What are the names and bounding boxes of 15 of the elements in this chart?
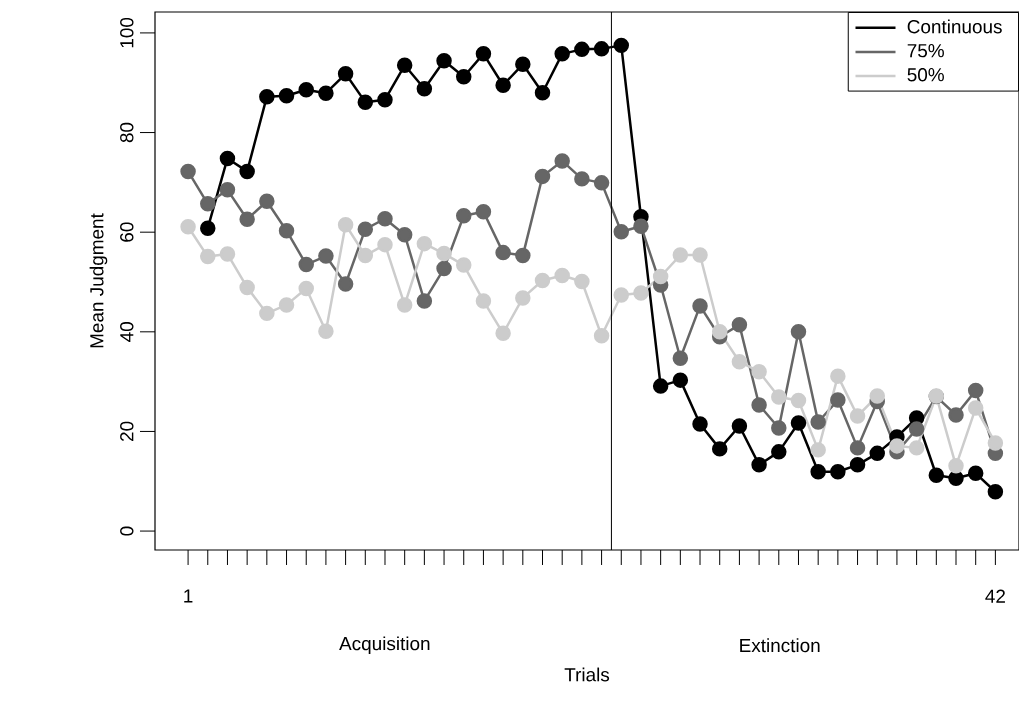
y-tick-label: 40	[120, 322, 134, 342]
legend-label: 50%	[907, 68, 944, 82]
text: Extinction	[740, 638, 820, 653]
y-tick-label: 0	[120, 526, 134, 536]
y-tick-label: 100	[120, 17, 134, 48]
legend-label: 75%	[907, 44, 944, 58]
legend-label: Continuous	[907, 19, 1002, 34]
x-axis-title: Trials	[564, 667, 610, 682]
y-tick-label: 20	[120, 421, 134, 442]
x-tick-label: 42	[985, 589, 1005, 603]
x-tick-label: 1	[184, 589, 193, 603]
text: Acquisition	[339, 636, 430, 655]
y-axis-title: Mean Judgment	[89, 213, 108, 348]
y-tick-label: 80	[120, 122, 134, 143]
y-tick-label: 60	[120, 222, 134, 242]
